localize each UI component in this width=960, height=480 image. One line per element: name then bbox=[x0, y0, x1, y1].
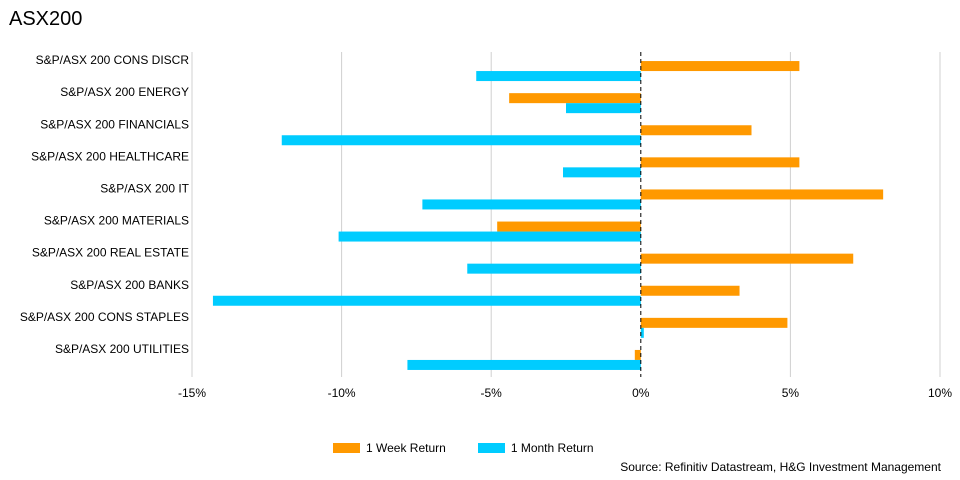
category-label: S&P/ASX 200 CONS STAPLES bbox=[20, 310, 189, 324]
x-tick-label: 10% bbox=[928, 386, 952, 400]
bar bbox=[407, 359, 641, 370]
bar bbox=[563, 167, 641, 178]
bar bbox=[640, 61, 800, 72]
category-label: S&P/ASX 200 IT bbox=[100, 181, 189, 195]
category-label: S&P/ASX 200 ENERGY bbox=[60, 85, 189, 99]
bar bbox=[640, 125, 752, 136]
source-note: Source: Refinitiv Datastream, H&G Invest… bbox=[620, 460, 941, 474]
bar bbox=[640, 317, 788, 328]
bar bbox=[640, 285, 740, 296]
gridlines bbox=[191, 52, 941, 377]
category-label: S&P/ASX 200 REAL ESTATE bbox=[32, 246, 189, 260]
bar bbox=[640, 253, 854, 264]
x-tick-label: 5% bbox=[782, 386, 800, 400]
chart-title: ASX200 bbox=[9, 8, 83, 30]
legend-label-week: 1 Week Return bbox=[366, 441, 446, 455]
x-tick-label: -5% bbox=[481, 386, 503, 400]
category-label: S&P/ASX 200 UTILITIES bbox=[55, 342, 189, 356]
legend-label-month: 1 Month Return bbox=[510, 441, 594, 455]
category-label: S&P/ASX 200 MATERIALS bbox=[44, 214, 189, 228]
bar bbox=[640, 157, 800, 168]
category-label: S&P/ASX 200 BANKS bbox=[70, 278, 189, 292]
bar bbox=[281, 135, 641, 146]
bar bbox=[338, 231, 641, 242]
legend: 1 Week Return 1 Month Return bbox=[333, 441, 626, 455]
category-labels: S&P/ASX 200 CONS DISCR S&P/ASX 200 ENERGY… bbox=[20, 53, 190, 356]
bars bbox=[212, 61, 884, 370]
legend-item-month: 1 Month Return bbox=[477, 441, 594, 455]
category-label: S&P/ASX 200 FINANCIALS bbox=[40, 117, 189, 131]
legend-swatch-month bbox=[477, 443, 505, 453]
tick-labels: -15% -10% -5% 0% 5% 10% bbox=[178, 386, 952, 400]
bar bbox=[422, 199, 641, 210]
x-tick-label: 0% bbox=[632, 386, 650, 400]
category-label: S&P/ASX 200 CONS DISCR bbox=[36, 53, 190, 67]
bar bbox=[509, 93, 641, 104]
bar bbox=[497, 221, 641, 232]
legend-swatch-week bbox=[333, 443, 360, 453]
bar bbox=[634, 349, 641, 360]
x-tick-label: -10% bbox=[328, 386, 356, 400]
bar bbox=[467, 263, 641, 274]
category-label: S&P/ASX 200 HEALTHCARE bbox=[31, 149, 189, 163]
bar bbox=[212, 295, 641, 306]
bar bbox=[640, 189, 884, 200]
bar bbox=[476, 71, 641, 82]
x-tick-label: -15% bbox=[178, 386, 206, 400]
legend-item-week: 1 Week Return bbox=[333, 441, 446, 455]
bar bbox=[566, 103, 641, 114]
bar bbox=[640, 327, 644, 338]
